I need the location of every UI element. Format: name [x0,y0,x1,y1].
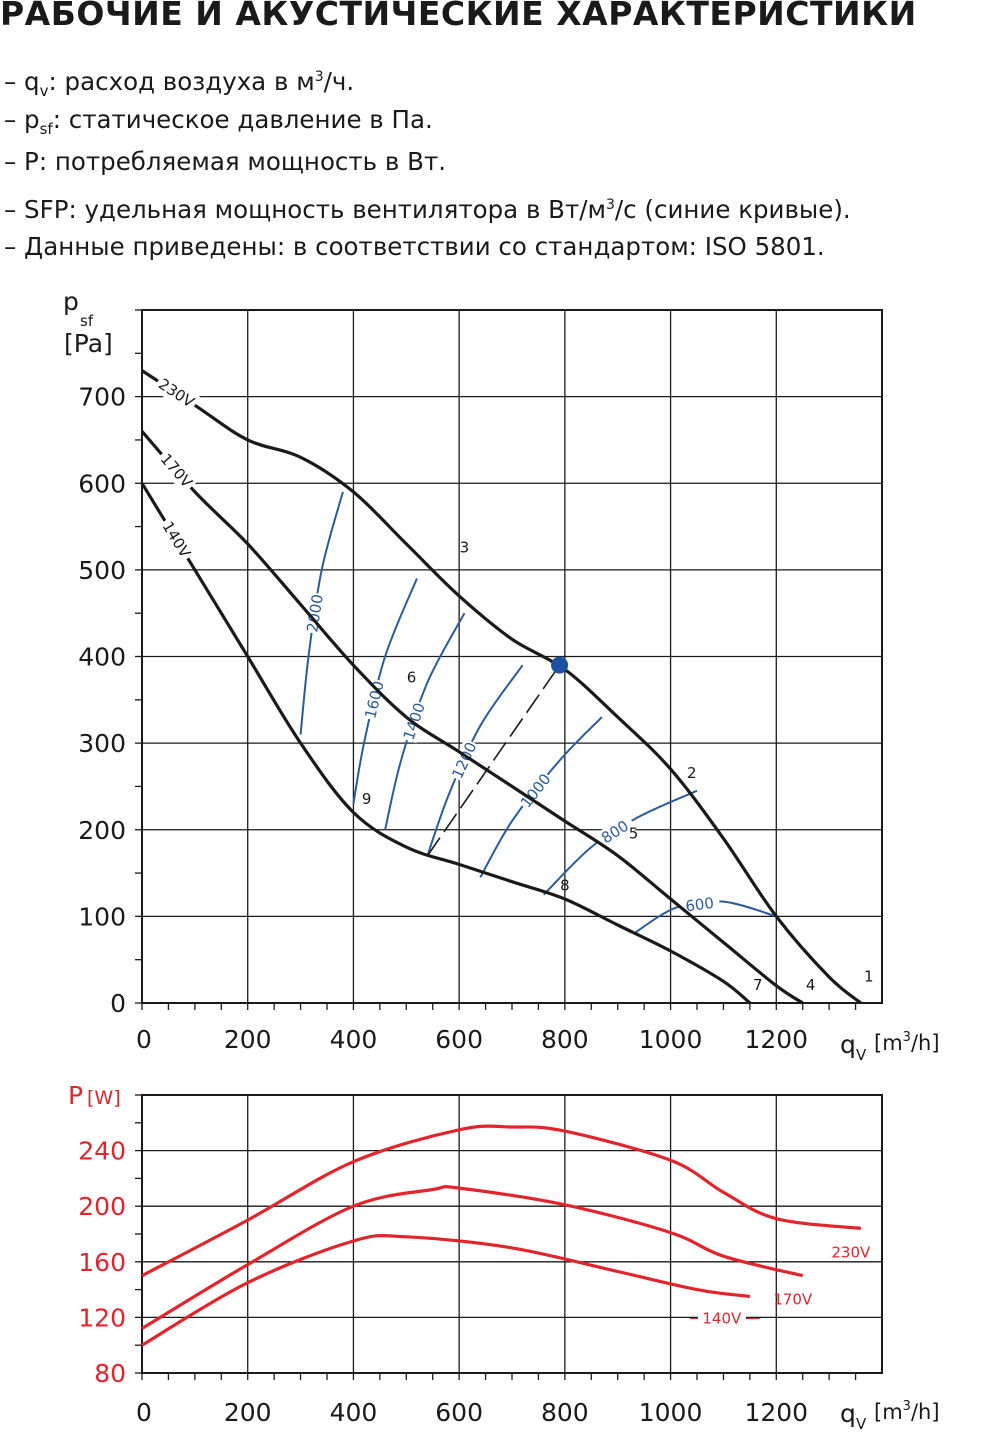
power-curve [141,1185,804,1330]
pressure-chart: 0 200 400 600 800 1000 12000100200300400500600… [63,287,940,1064]
note-psf: – psf: статическое давление в Па. [4,104,433,138]
page-title: РАБОЧИЕ И АКУСТИЧЕСКИЕ ХАРАКТЕРИСТИКИ [0,0,917,33]
x-tick-label: 1200 [744,1025,808,1054]
operating-point-number: 6 [407,668,417,686]
x-tick-label: 1000 [639,1398,703,1427]
sfp-curve [384,612,466,831]
operating-point-number: 3 [460,539,470,557]
y-tick-label: 160 [78,1248,126,1277]
legend-notes: – qv: расход воздуха в м3/ч. – psf: стат… [4,56,851,269]
y-tick-label: 240 [78,1137,126,1166]
operating-point-number: 1 [864,967,874,985]
sfp-curve-label: 600 [684,894,715,915]
y-axis-label: p [63,287,79,316]
operating-point-number: 7 [753,976,763,994]
y-tick-label: 200 [78,1192,126,1221]
fan-label-bg [154,447,199,494]
note-power: – P: потребляемая мощность в Вт. [4,147,446,176]
operating-point-number: 9 [362,790,372,808]
sfp-label-bg [303,592,328,635]
power-label-bg [697,1307,746,1328]
x-tick-label: 600 [435,1025,483,1054]
fan-curve [140,482,751,1005]
sfp-curve-label: 1200 [448,739,480,781]
note-standard: – Данные приведены: в соответствии со ст… [4,232,825,261]
y-tick-label: 200 [78,816,126,845]
fan-curve [141,369,862,1005]
operating-point-marker [551,656,569,674]
operating-point-number: 5 [629,824,639,842]
sfp-label-bg [516,769,556,813]
x-tick-label: 600 [435,1398,483,1427]
x-tick-label: 800 [541,1398,589,1427]
fan-curve [140,430,804,1005]
sfp-label-bg [593,813,637,851]
x-axis-label: q [840,1030,856,1059]
system-curve [426,664,561,857]
x-axis-label-sub: V [856,1046,867,1064]
operating-point-number: 4 [806,976,816,994]
power-curve [141,1233,751,1347]
y-tick-label: 100 [78,902,126,931]
y-tick-label: 300 [78,729,126,758]
x-axis-label-sub: V [856,1415,867,1432]
y-tick-label: 80 [94,1359,126,1388]
x-axis-unit: [m3/h] [874,1399,940,1424]
note-sfp: – SFP: удельная мощность вентилятора в В… [4,194,851,224]
y-tick-label: 700 [78,383,126,412]
x-tick-label: 0 [136,1025,152,1054]
x-tick-label: 800 [541,1025,589,1054]
y-tick-label: 0 [110,989,126,1018]
sfp-label-bg [447,738,481,783]
y-axis-unit: [W] [87,1087,121,1109]
y-tick-label: 400 [78,643,126,672]
y-tick-label: 600 [78,469,126,498]
x-tick-label: 400 [330,1398,378,1427]
x-tick-label: 200 [224,1398,272,1427]
y-tick-label: 120 [78,1303,126,1332]
x-tick-label: 1000 [639,1025,703,1054]
note-qv: – qv: расход воздуха в м3/ч. [4,67,355,101]
sfp-label-bg [678,893,721,917]
x-tick-label: 200 [224,1025,272,1054]
fan-label-bg [156,515,197,564]
x-axis-unit: [m3/h] [874,1030,940,1055]
power-curve-label: 170V [773,1291,813,1309]
power-curve [141,1124,862,1278]
sfp-curve-label: 2000 [303,593,327,633]
power-curve-label: 140V [702,1310,742,1328]
x-tick-label: 1200 [744,1398,808,1427]
y-tick-label: 500 [78,556,126,585]
power-curve-label: 230V [831,1243,871,1261]
operating-point-number: 8 [560,876,570,894]
y-axis-label-sub: sf [80,312,94,330]
plot-frame [141,1094,883,1374]
x-tick-label: 400 [330,1025,378,1054]
plot-frame [141,309,883,1004]
y-axis-label: P [68,1081,83,1110]
y-axis-unit: [Pa] [64,329,113,358]
x-axis-label: q [840,1399,856,1428]
sfp-label-bg [361,678,389,722]
power-chart: 0 200 400 600 800 1000 1200 80 120 160 200 240 P [W] q… [68,1081,940,1432]
x-tick-label: 0 [136,1398,152,1427]
fan-label-bg [152,372,201,414]
operating-point-number: 2 [687,764,697,782]
